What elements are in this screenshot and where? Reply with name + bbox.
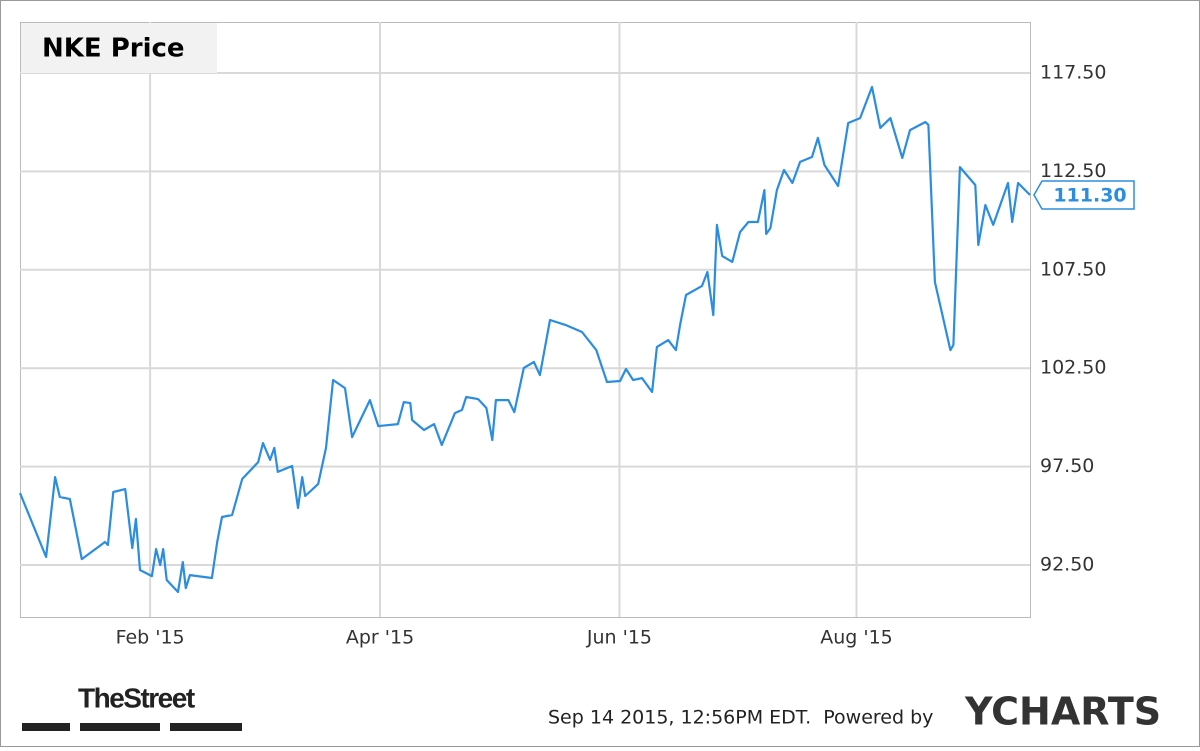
price-line [18,85,1031,594]
x-tick-label: Apr '15 [346,627,414,649]
timestamp: Sep 14 2015, 12:56PM EDT. Powered by [548,707,933,729]
logo-bar [22,723,70,731]
x-tick-label: Jun '15 [586,627,652,649]
source-logo: TheStreet [78,682,195,713]
y-tick-label: 112.50 [1040,160,1106,182]
y-tick-label: 107.50 [1040,258,1106,280]
y-tick-label: 102.50 [1040,357,1106,379]
grid [20,22,1030,617]
title-box [21,23,217,73]
x-tick-label: Feb '15 [116,627,185,649]
y-tick-label: 117.50 [1040,61,1106,83]
logo-bar [80,723,160,731]
y-tick-label: 92.50 [1040,554,1094,576]
y-tick-label: 97.50 [1040,455,1094,477]
chart-title: NKE Price [42,34,185,64]
brand-logo: YCHARTS [964,690,1161,734]
logo-bar [170,723,242,731]
x-tick-label: Aug '15 [820,627,893,649]
last-value-label: 111.30 [1053,185,1126,207]
last-value-callout [1033,180,1135,210]
plot-area [20,22,1031,618]
